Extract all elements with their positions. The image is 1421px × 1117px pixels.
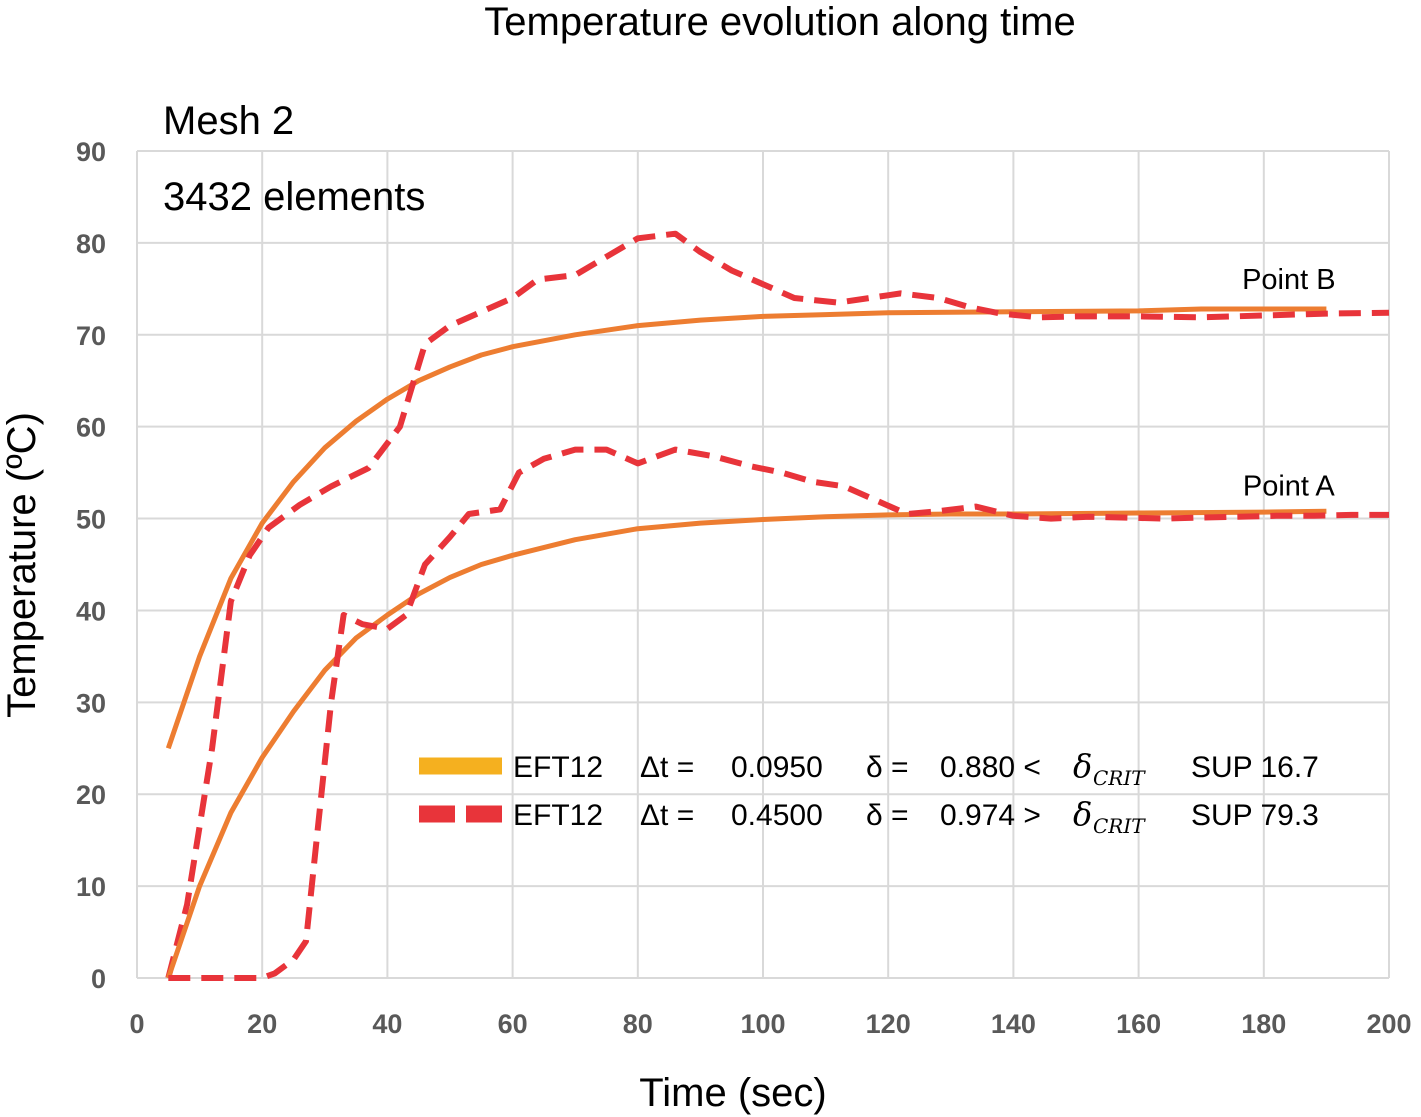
legend-crit-symbol: δ	[1073, 795, 1092, 833]
y-tick-label: 40	[76, 596, 106, 626]
legend-dt-label: Δt =	[640, 751, 694, 784]
x-tick-label: 60	[498, 1009, 528, 1039]
legend-crit-subscript: CRIT	[1093, 814, 1146, 838]
x-tick-label: 120	[866, 1009, 911, 1039]
series-line-point-a-solid	[165, 508, 1327, 979]
y-tick-label: 80	[76, 229, 106, 259]
legend-dt-value: 0.0950	[731, 751, 823, 784]
x-tick-label: 180	[1241, 1009, 1286, 1039]
mesh-annotation: Mesh 2	[163, 99, 294, 143]
legend-crit-subscript: CRIT	[1093, 766, 1146, 790]
elements-annotation: 3432 elements	[163, 175, 425, 219]
x-axis-ticks: 0 20 40 60 80 100 120 140 160 180 200	[129, 1009, 1411, 1039]
y-tick-label: 0	[91, 964, 106, 994]
x-tick-label: 140	[991, 1009, 1036, 1039]
point-labels: Point B Point A	[1242, 264, 1336, 503]
series-line-point-b-solid	[165, 306, 1327, 750]
y-tick-label: 70	[76, 321, 106, 351]
legend-delta-value: 0.880 <	[940, 751, 1041, 784]
legend-sup: SUP 79.3	[1191, 799, 1319, 832]
series-line-point-b-dashed	[165, 230, 1390, 979]
legend-delta-label: δ =	[866, 751, 909, 784]
legend-entry: EFT12 Δt = 0.4500 δ = 0.974 > δ CRIT SUP 79.3	[419, 795, 1319, 838]
x-tick-label: 40	[372, 1009, 402, 1039]
legend-sup: SUP 16.7	[1191, 751, 1319, 784]
series-line-point-a-dashed	[168, 446, 1389, 981]
y-axis-title: Temperature (ºC)	[0, 412, 44, 718]
legend-dt-value: 0.4500	[731, 799, 823, 832]
chart-title: Temperature evolution along time	[484, 0, 1075, 44]
y-tick-label: 10	[76, 872, 106, 902]
gridlines	[136, 150, 1390, 979]
y-tick-label: 30	[76, 688, 106, 718]
x-tick-label: 200	[1366, 1009, 1411, 1039]
x-tick-label: 0	[129, 1009, 144, 1039]
legend-dt-label: Δt =	[640, 799, 694, 832]
legend-delta-label: δ =	[866, 799, 909, 832]
point-label: Point A	[1243, 471, 1336, 503]
y-tick-label: 20	[76, 780, 106, 810]
y-tick-label: 90	[76, 137, 106, 167]
legend-delta-value: 0.974 >	[940, 799, 1041, 832]
legend: EFT12 Δt = 0.0950 δ = 0.880 < δ CRIT SUP 16.7EF…	[419, 747, 1319, 838]
y-tick-label: 50	[76, 505, 106, 535]
series-lines	[165, 230, 1390, 981]
y-tick-label: 60	[76, 413, 106, 443]
x-axis-title: Time (sec)	[639, 1071, 826, 1115]
point-label: Point B	[1242, 264, 1336, 296]
x-tick-label: 80	[623, 1009, 653, 1039]
x-tick-label: 160	[1116, 1009, 1161, 1039]
x-tick-label: 100	[740, 1009, 785, 1039]
legend-label: EFT12	[513, 751, 603, 784]
legend-entry: EFT12 Δt = 0.0950 δ = 0.880 < δ CRIT SUP 16.7	[419, 747, 1319, 790]
y-axis-ticks: 0 10 20 30 40 50 60 70 80 90	[76, 137, 106, 994]
x-tick-label: 20	[247, 1009, 277, 1039]
legend-label: EFT12	[513, 799, 603, 832]
legend-crit-symbol: δ	[1073, 747, 1092, 785]
